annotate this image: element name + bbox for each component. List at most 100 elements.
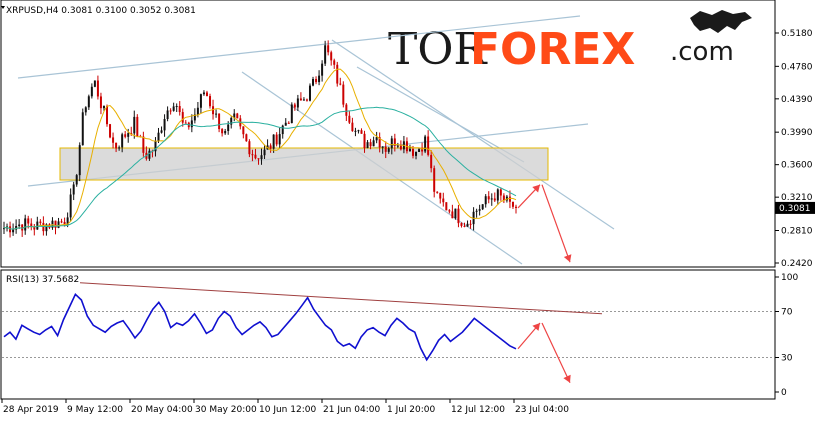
candle-body — [84, 107, 87, 113]
candle-body — [196, 107, 199, 115]
candle-body — [142, 136, 145, 153]
candle-body — [251, 154, 254, 156]
candle-body — [378, 137, 381, 148]
candle-body — [54, 220, 57, 228]
candle-body — [451, 211, 454, 219]
candle-body — [248, 141, 251, 155]
candle-body — [296, 98, 299, 108]
candle-body — [190, 120, 193, 128]
rsi-trend-line — [79, 282, 603, 315]
candle-body — [415, 151, 418, 156]
candle-body — [318, 75, 321, 83]
rsi-forecast-arrowhead-up — [532, 323, 540, 331]
candle-body — [109, 124, 112, 138]
candle-body — [27, 218, 30, 224]
price-tick-label: 0.4390 — [781, 95, 813, 105]
candle-body — [199, 94, 202, 108]
channel-line — [17, 15, 581, 79]
candle-body — [399, 145, 402, 150]
candle-body — [36, 221, 39, 230]
candle-body — [384, 146, 387, 152]
candle-body — [327, 45, 330, 53]
candle-body — [75, 175, 78, 185]
rsi-forecast-arrow-down — [541, 322, 571, 384]
candle-body — [209, 96, 212, 107]
candle-body — [245, 134, 248, 142]
candle-body — [299, 98, 302, 101]
time-tick-label: 21 Jun 04:00 — [323, 405, 380, 415]
candle-body — [130, 133, 133, 135]
candle-body — [154, 141, 157, 152]
candle-body — [312, 79, 315, 86]
candle-body — [381, 146, 384, 148]
candle-body — [490, 198, 493, 200]
candle-body — [387, 148, 390, 152]
candle-body — [433, 168, 436, 192]
candle-body — [454, 208, 457, 219]
time-tick-label: 9 May 12:00 — [67, 405, 123, 415]
candle-body — [321, 63, 324, 76]
candle-body — [12, 229, 15, 233]
price-tick-label: 0.4780 — [781, 62, 813, 72]
candle-body — [221, 129, 224, 134]
time-tick-label: 12 Jul 12:00 — [451, 405, 505, 415]
current-price-label: 0.3081 — [779, 204, 811, 214]
candle-body — [390, 138, 393, 149]
candle-body — [102, 106, 105, 109]
candle-body — [39, 221, 42, 223]
candle-body — [511, 201, 514, 207]
time-tick-label: 23 Jul 04:00 — [515, 405, 569, 415]
candle-body — [233, 113, 236, 118]
candle-body — [418, 149, 421, 152]
candle-body — [93, 80, 96, 87]
candle-body — [121, 134, 124, 148]
candle-body — [348, 115, 351, 123]
rsi-chart-layer — [2, 282, 774, 384]
candle-body — [369, 142, 372, 147]
candle-body — [448, 210, 451, 212]
price-tick-label: 0.2810 — [781, 227, 813, 237]
candle-body — [90, 86, 93, 97]
candle-body — [260, 155, 263, 160]
time-tick-label: 1 Jul 20:00 — [387, 405, 436, 415]
candle-body — [69, 194, 72, 218]
candle-body — [215, 113, 218, 115]
candle-body — [333, 60, 336, 65]
candle-body — [439, 192, 442, 199]
candle-body — [18, 224, 21, 227]
candle-body — [436, 191, 439, 193]
axis-layer: 0.5180 0.4780 0.4390 0.3990 0.3600 0.3210 0.28… — [1, 29, 815, 415]
candle-body — [181, 112, 184, 123]
candle-body — [496, 189, 499, 201]
candle-body — [363, 133, 366, 149]
candle-body — [421, 149, 424, 152]
candle-body — [57, 221, 60, 228]
candle-body — [457, 208, 460, 224]
candle-body — [118, 147, 121, 149]
ma-fast-line — [3, 68, 517, 230]
symbol-header: XRPUSD,H4 0.3081 0.3100 0.3052 0.3081 — [6, 6, 196, 16]
candle-body — [272, 134, 275, 149]
candle-body — [87, 96, 90, 108]
time-tick-label: 20 May 04:00 — [131, 405, 193, 415]
candle-body — [178, 106, 181, 113]
candle-body — [445, 202, 448, 211]
price-tick-label: 0.2420 — [781, 259, 813, 269]
candle-body — [24, 218, 27, 231]
candle-body — [172, 106, 175, 111]
candle-body — [469, 223, 472, 225]
candle-body — [502, 195, 505, 201]
candle-body — [236, 113, 239, 119]
candle-body — [336, 64, 339, 84]
candle-body — [424, 136, 427, 152]
main-chart-layer — [3, 15, 615, 265]
rsi-header: RSI(13) 37.5682 — [6, 275, 79, 285]
candle-body — [160, 130, 163, 133]
forecast-arrowhead-down — [563, 254, 572, 263]
candle-body — [148, 150, 151, 159]
forecast-arrow-down — [541, 184, 571, 263]
candle-body — [218, 113, 221, 130]
logo-forex-text: FOREX — [470, 24, 635, 75]
candle-body — [112, 137, 115, 143]
